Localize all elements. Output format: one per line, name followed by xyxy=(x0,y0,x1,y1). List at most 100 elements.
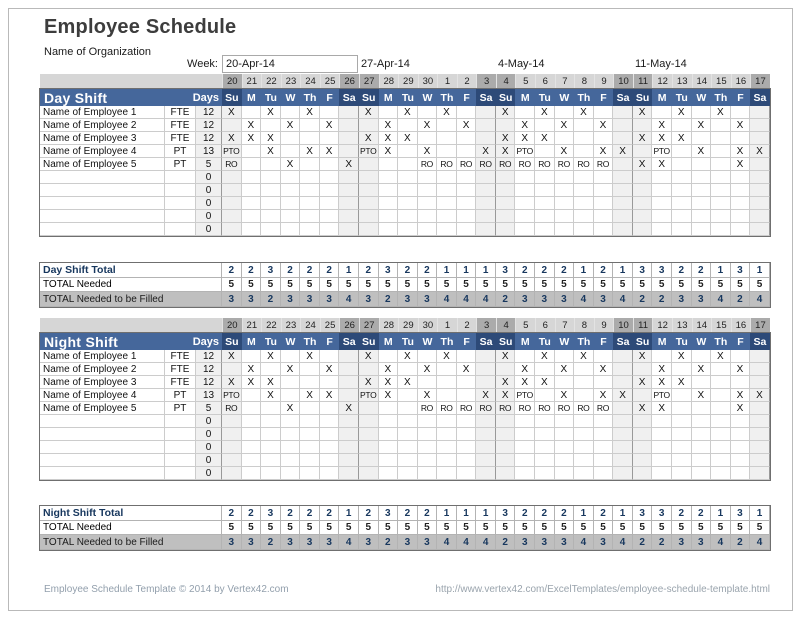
schedule-mark-cell[interactable] xyxy=(535,441,555,454)
schedule-mark-cell[interactable] xyxy=(554,132,575,145)
total-needed-cell[interactable]: 5 xyxy=(711,521,731,535)
schedule-mark-cell[interactable] xyxy=(495,454,516,467)
schedule-mark-cell[interactable] xyxy=(222,223,242,236)
schedule-mark-cell[interactable] xyxy=(652,197,672,210)
schedule-mark-cell[interactable] xyxy=(437,376,457,389)
schedule-mark-cell[interactable] xyxy=(280,441,301,454)
schedule-mark-cell[interactable] xyxy=(652,210,672,223)
schedule-mark-cell[interactable]: X xyxy=(652,376,672,389)
schedule-mark-cell[interactable]: X xyxy=(691,363,712,376)
schedule-mark-cell[interactable] xyxy=(574,454,594,467)
employee-name-cell[interactable] xyxy=(40,415,165,428)
schedule-mark-cell[interactable] xyxy=(339,350,359,363)
schedule-mark-cell[interactable]: X xyxy=(319,119,340,132)
schedule-mark-cell[interactable] xyxy=(574,145,594,158)
schedule-mark-cell[interactable] xyxy=(280,454,301,467)
total-needed-cell[interactable]: 5 xyxy=(750,521,770,535)
schedule-mark-cell[interactable] xyxy=(750,376,770,389)
total-needed-cell[interactable]: 5 xyxy=(593,521,614,535)
schedule-mark-cell[interactable]: X xyxy=(711,106,731,119)
schedule-mark-cell[interactable]: X xyxy=(593,145,614,158)
employee-type-cell[interactable] xyxy=(165,210,196,223)
schedule-mark-cell[interactable]: RO xyxy=(593,402,614,415)
schedule-mark-cell[interactable] xyxy=(593,428,614,441)
schedule-mark-cell[interactable] xyxy=(378,467,399,480)
schedule-mark-cell[interactable]: X xyxy=(417,119,438,132)
employee-name-cell[interactable]: Name of Employee 2 xyxy=(40,363,165,376)
schedule-mark-cell[interactable] xyxy=(711,467,731,480)
schedule-mark-cell[interactable] xyxy=(730,428,751,441)
total-needed-cell[interactable]: 5 xyxy=(300,521,320,535)
schedule-mark-cell[interactable] xyxy=(456,376,477,389)
schedule-mark-cell[interactable] xyxy=(378,210,399,223)
schedule-mark-cell[interactable]: X xyxy=(652,158,672,171)
schedule-mark-cell[interactable]: X xyxy=(222,350,242,363)
schedule-mark-cell[interactable] xyxy=(632,145,653,158)
schedule-mark-cell[interactable] xyxy=(574,171,594,184)
schedule-mark-cell[interactable] xyxy=(456,145,477,158)
schedule-mark-cell[interactable] xyxy=(632,467,653,480)
total-needed-cell[interactable]: 5 xyxy=(574,278,594,292)
total-needed-cell[interactable]: 5 xyxy=(378,278,399,292)
schedule-mark-cell[interactable] xyxy=(437,389,457,402)
schedule-mark-cell[interactable] xyxy=(515,350,535,363)
schedule-mark-cell[interactable] xyxy=(730,467,751,480)
schedule-mark-cell[interactable] xyxy=(300,441,320,454)
schedule-mark-cell[interactable]: X xyxy=(730,145,751,158)
schedule-mark-cell[interactable] xyxy=(417,210,438,223)
schedule-mark-cell[interactable]: RO xyxy=(417,158,438,171)
schedule-mark-cell[interactable] xyxy=(241,184,262,197)
total-needed-cell[interactable]: 5 xyxy=(750,278,770,292)
schedule-mark-cell[interactable] xyxy=(339,223,359,236)
schedule-mark-cell[interactable] xyxy=(574,467,594,480)
schedule-mark-cell[interactable]: X xyxy=(671,106,692,119)
schedule-mark-cell[interactable] xyxy=(574,441,594,454)
schedule-mark-cell[interactable]: X xyxy=(593,363,614,376)
schedule-mark-cell[interactable] xyxy=(613,119,633,132)
schedule-mark-cell[interactable] xyxy=(417,171,438,184)
schedule-mark-cell[interactable] xyxy=(339,454,359,467)
schedule-mark-cell[interactable]: X xyxy=(632,350,653,363)
schedule-mark-cell[interactable]: X xyxy=(515,132,535,145)
schedule-mark-cell[interactable] xyxy=(378,454,399,467)
schedule-mark-cell[interactable] xyxy=(750,415,770,428)
schedule-mark-cell[interactable]: X xyxy=(652,119,672,132)
total-needed-cell[interactable]: 5 xyxy=(495,278,516,292)
schedule-mark-cell[interactable] xyxy=(671,171,692,184)
schedule-mark-cell[interactable] xyxy=(730,210,751,223)
schedule-mark-cell[interactable]: X xyxy=(358,106,379,119)
schedule-mark-cell[interactable] xyxy=(554,441,575,454)
schedule-mark-cell[interactable] xyxy=(495,415,516,428)
schedule-mark-cell[interactable] xyxy=(437,441,457,454)
schedule-mark-cell[interactable] xyxy=(437,210,457,223)
schedule-mark-cell[interactable]: RO xyxy=(476,402,496,415)
employee-name-cell[interactable] xyxy=(40,184,165,197)
schedule-mark-cell[interactable] xyxy=(652,441,672,454)
schedule-mark-cell[interactable] xyxy=(261,197,281,210)
schedule-mark-cell[interactable] xyxy=(417,223,438,236)
schedule-mark-cell[interactable] xyxy=(319,158,340,171)
total-needed-cell[interactable]: 5 xyxy=(319,521,340,535)
schedule-mark-cell[interactable] xyxy=(319,441,340,454)
schedule-mark-cell[interactable] xyxy=(261,467,281,480)
schedule-mark-cell[interactable] xyxy=(261,223,281,236)
schedule-mark-cell[interactable] xyxy=(437,454,457,467)
schedule-mark-cell[interactable]: RO xyxy=(574,402,594,415)
schedule-mark-cell[interactable] xyxy=(515,467,535,480)
schedule-mark-cell[interactable] xyxy=(711,210,731,223)
schedule-mark-cell[interactable]: RO xyxy=(554,158,575,171)
schedule-mark-cell[interactable]: X xyxy=(632,402,653,415)
schedule-mark-cell[interactable] xyxy=(613,350,633,363)
schedule-mark-cell[interactable] xyxy=(417,376,438,389)
schedule-mark-cell[interactable] xyxy=(456,467,477,480)
total-needed-cell[interactable]: 5 xyxy=(339,278,359,292)
schedule-mark-cell[interactable] xyxy=(495,223,516,236)
schedule-mark-cell[interactable] xyxy=(280,145,301,158)
schedule-mark-cell[interactable] xyxy=(261,158,281,171)
schedule-mark-cell[interactable] xyxy=(456,415,477,428)
employee-name-cell[interactable] xyxy=(40,210,165,223)
total-needed-cell[interactable]: 5 xyxy=(671,521,692,535)
schedule-mark-cell[interactable] xyxy=(711,223,731,236)
schedule-mark-cell[interactable] xyxy=(241,402,262,415)
schedule-mark-cell[interactable] xyxy=(574,210,594,223)
